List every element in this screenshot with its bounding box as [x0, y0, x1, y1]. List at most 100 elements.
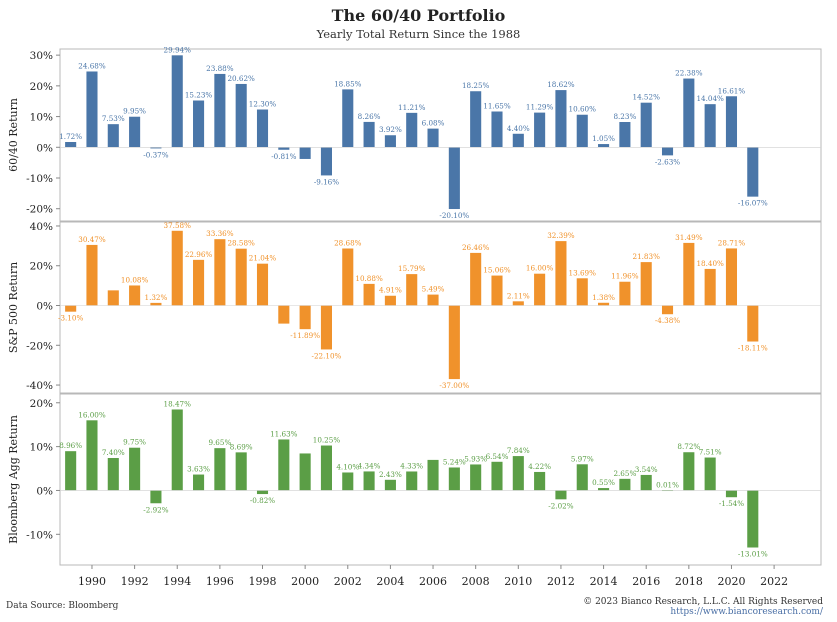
bar: [512, 301, 524, 306]
data-label: 5.97%: [571, 454, 594, 463]
bar: [598, 144, 610, 148]
data-label: 15.23%: [185, 91, 213, 100]
data-label: 8.72%: [677, 442, 700, 451]
y-axis-label: Bloomberg Agg Return: [7, 415, 20, 544]
data-label: 0.01%: [656, 480, 679, 489]
bar: [171, 230, 183, 306]
data-label: 0.55%: [592, 478, 615, 487]
bar: [704, 457, 716, 491]
bar: [171, 55, 183, 148]
data-label: 11.21%: [398, 103, 426, 112]
bar: [363, 121, 375, 148]
bar: [555, 490, 567, 500]
data-label: 10.88%: [355, 274, 383, 283]
data-label: 1.72%: [59, 132, 82, 141]
data-label: 5.93%: [464, 454, 487, 463]
data-label: 6.54%: [486, 452, 509, 461]
data-label: -3.10%: [58, 314, 83, 323]
data-label: 8.26%: [358, 112, 381, 121]
data-label: 5.49%: [422, 285, 445, 294]
data-label: 8.96%: [59, 441, 82, 450]
x-tick-label: 2002: [334, 575, 362, 588]
bar: [747, 305, 759, 342]
bar: [683, 242, 695, 306]
data-label: 30.47%: [78, 235, 106, 244]
bar: [619, 122, 631, 148]
bar: [384, 135, 396, 148]
bar: [384, 479, 396, 491]
bar: [640, 262, 652, 306]
bar: [320, 147, 332, 176]
bar: [448, 467, 460, 491]
data-label: -18.11%: [738, 344, 768, 353]
data-label: 2.65%: [613, 469, 636, 478]
bar: [65, 305, 77, 312]
bar: [598, 302, 610, 306]
bar: [406, 112, 418, 148]
bar: [107, 124, 119, 148]
data-label: 3.92%: [379, 125, 402, 134]
bar: [86, 244, 98, 306]
bar: [320, 445, 332, 491]
bar: [576, 278, 588, 306]
x-tick-label: 2008: [462, 575, 490, 588]
bar: [150, 302, 162, 306]
bar: [150, 147, 162, 149]
data-label: -2.92%: [143, 505, 168, 514]
bar: [555, 241, 567, 306]
panel-frame: [59, 48, 822, 222]
data-label: -16.07%: [738, 199, 768, 208]
bar: [193, 100, 205, 148]
data-label: 16.61%: [718, 86, 746, 95]
bar: [576, 464, 588, 491]
bar: [86, 420, 98, 491]
bar: [299, 305, 311, 330]
data-label: -0.82%: [250, 496, 275, 505]
bar: [214, 448, 226, 491]
y-tick-label: 10%: [30, 442, 53, 454]
y-tick-label: 10%: [30, 112, 53, 124]
data-label: 16.00%: [526, 264, 554, 273]
data-label: 28.68%: [334, 238, 362, 247]
bar: [427, 294, 439, 306]
bar: [278, 147, 290, 150]
bar: [235, 83, 247, 148]
bar: [65, 142, 77, 148]
data-label: 21.04%: [249, 254, 277, 263]
y-tick-label: 0%: [36, 301, 53, 313]
bar: [342, 472, 354, 491]
data-label: 31.49%: [675, 233, 703, 242]
data-label: 11.63%: [270, 429, 298, 438]
data-label: 10.08%: [121, 275, 149, 284]
x-tick-label: 2004: [376, 575, 404, 588]
bar: [427, 128, 439, 148]
bar: [214, 73, 226, 148]
data-label: 8.69%: [230, 442, 253, 451]
data-label: -4.38%: [655, 316, 680, 325]
data-label: 8.23%: [613, 112, 636, 121]
bar: [661, 305, 674, 315]
x-tick-label: 2006: [419, 575, 447, 588]
data-label: 11.65%: [483, 102, 511, 111]
x-tick-label: 1996: [206, 575, 234, 588]
bar: [427, 459, 439, 491]
bar: [640, 102, 652, 148]
y-tick-label: 30%: [30, 50, 53, 62]
y-tick-label: -10%: [26, 173, 53, 185]
data-label: -20.10%: [439, 211, 469, 220]
bar: [171, 409, 183, 491]
data-label: 3.63%: [187, 465, 210, 474]
bar: [470, 252, 482, 306]
x-tick-label: 2022: [760, 575, 788, 588]
bar: [747, 147, 759, 197]
panel-frame: [59, 221, 822, 394]
bar: [363, 471, 375, 491]
bar: [619, 281, 631, 306]
y-tick-label: -20%: [26, 204, 53, 216]
data-label: 7.51%: [699, 448, 722, 457]
chart-subtitle: Yearly Total Return Since the 1988: [316, 27, 521, 41]
data-label: -2.63%: [655, 157, 680, 166]
bar: [278, 305, 290, 324]
website-link[interactable]: https://www.biancoresearch.com/: [670, 607, 823, 617]
data-label: 2.11%: [507, 291, 530, 300]
